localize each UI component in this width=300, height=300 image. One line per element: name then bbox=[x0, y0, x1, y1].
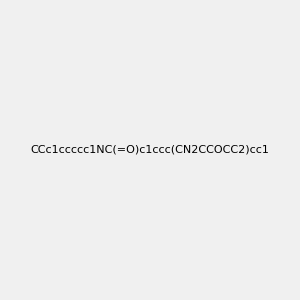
Text: CCc1ccccc1NC(=O)c1ccc(CN2CCOCC2)cc1: CCc1ccccc1NC(=O)c1ccc(CN2CCOCC2)cc1 bbox=[31, 145, 269, 155]
